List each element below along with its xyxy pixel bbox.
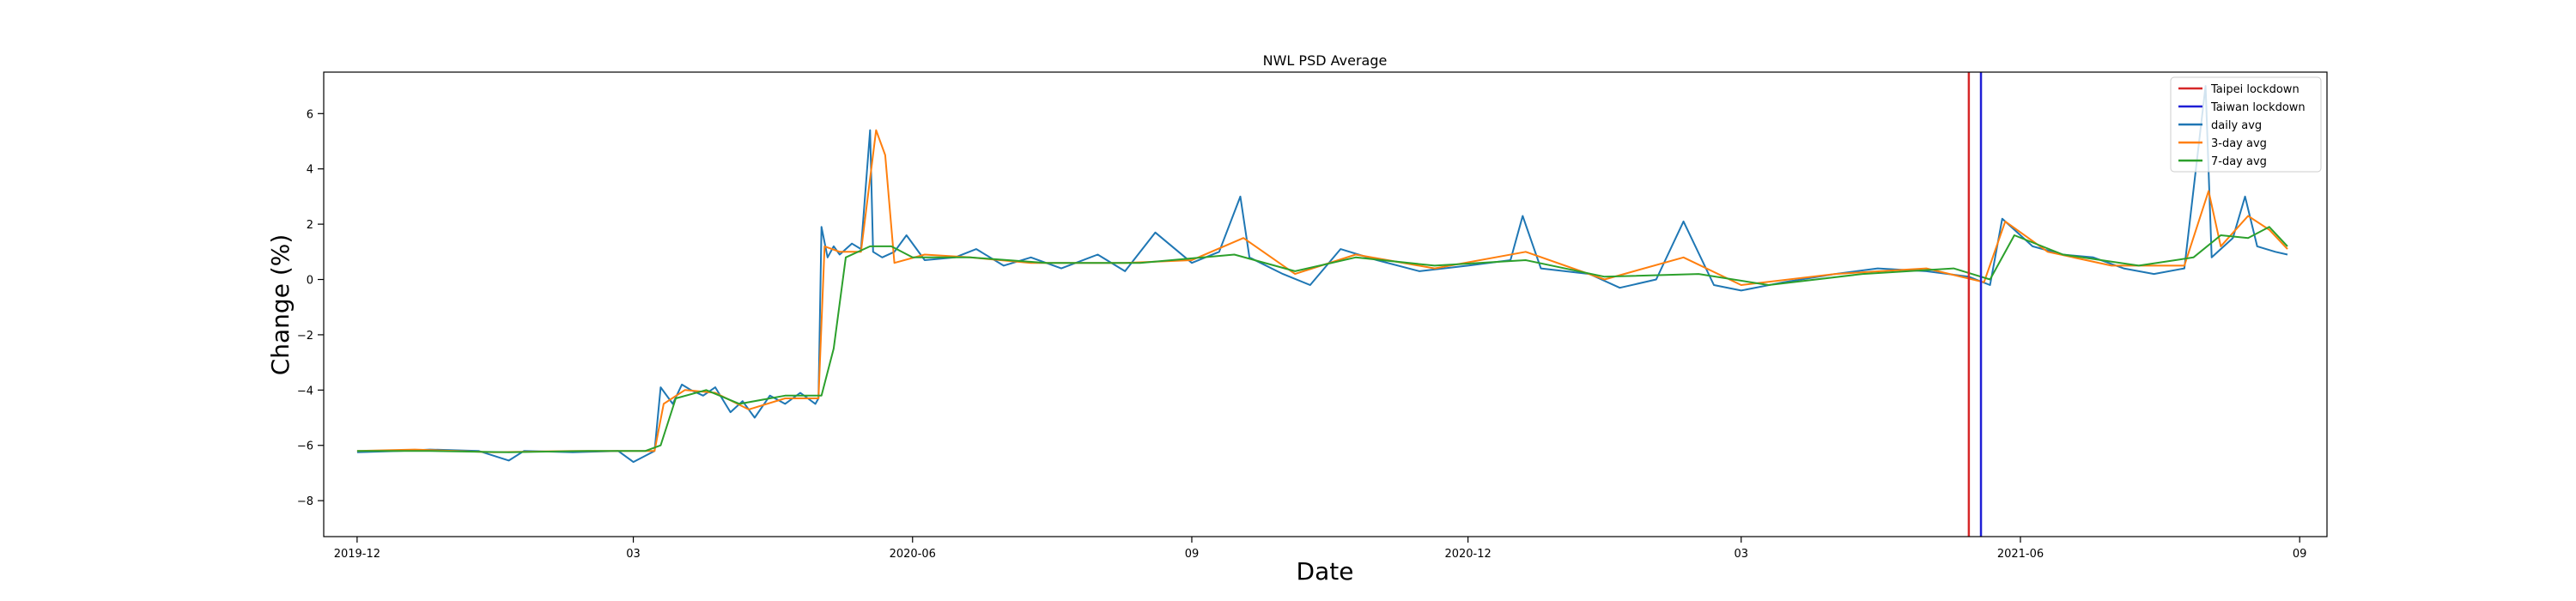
plot-area [356,72,2288,537]
x-tick-label: 2020-06 [890,548,936,561]
series-line-7-day-avg [356,226,2288,453]
x-tick-label: 2020-12 [1444,548,1491,561]
x-tick-label: 2021-06 [1997,548,2044,561]
y-tick-label: −2 [297,330,313,343]
chart-title: NWL PSD Average [1263,52,1388,69]
y-tick-label: −8 [297,495,313,508]
x-axis-label: Date [1297,557,1354,586]
lockdown-lines [1967,72,1983,537]
x-tick-label: 09 [1185,548,1200,561]
x-tick-label: 03 [626,548,641,561]
x-axis: 2019-12 03 2020-06 09 2020-12 03 2021-06 09 [334,537,2307,561]
y-tick-label: −4 [297,385,313,398]
legend-label: daily avg [2211,119,2262,132]
legend-label: Taiwan lockdown [2210,101,2306,114]
series-line-daily-avg [356,85,2288,464]
legend-label: 7-day avg [2211,155,2267,168]
legend-label: 3-day avg [2211,137,2267,150]
legend-label: Taipei lockdown [2210,83,2300,96]
chart-legend: Taipei lockdown Taiwan lockdown daily avg 3… [2170,76,2322,173]
x-tick-label: 03 [1735,548,1749,561]
x-tick-label: 2019-12 [334,548,380,561]
plot-frame [323,71,2328,537]
y-tick-label: −6 [297,440,313,453]
y-tick-label: 2 [307,219,313,232]
series-line-3-day-avg [356,129,2288,453]
x-tick-label: 09 [2293,548,2307,561]
series-group [356,85,2288,464]
y-axis-label: Change (%) [266,234,295,376]
y-tick-label: 0 [307,275,313,288]
y-tick-label: 4 [307,164,313,177]
y-tick-label: 6 [307,108,313,121]
legend-items: Taipei lockdown Taiwan lockdown daily avg 3… [2178,83,2306,168]
legend-frame [2170,76,2322,173]
y-axis: −8 −6 −4 −2 0 2 4 6 [297,108,324,508]
